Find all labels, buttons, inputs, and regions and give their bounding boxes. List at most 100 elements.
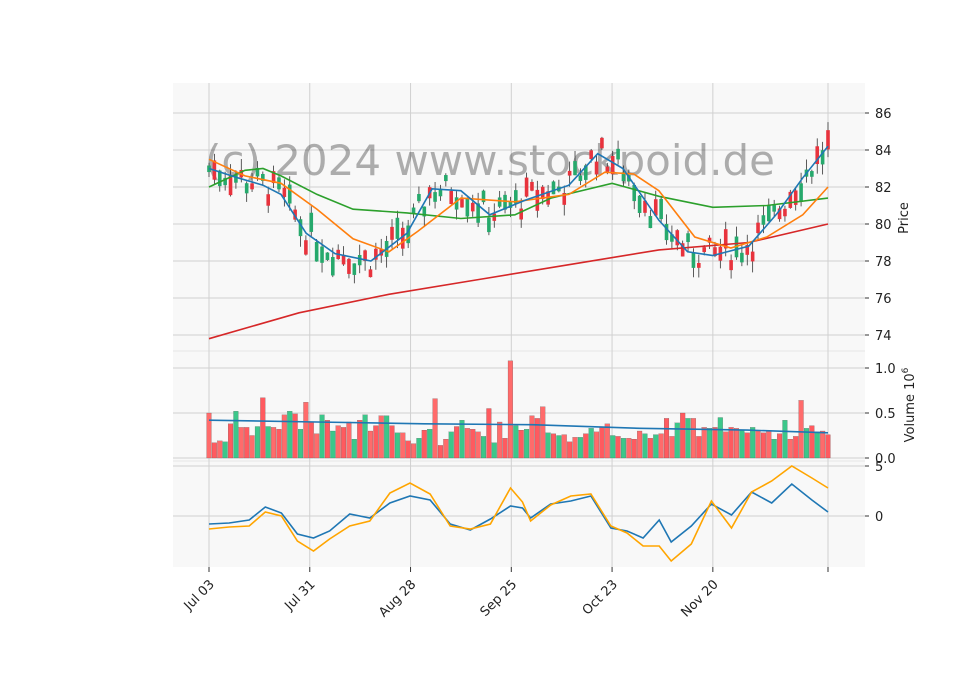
candle-body [352,263,357,275]
volume-bar [820,430,826,459]
candle-body [400,227,405,249]
volume-bar [367,430,373,459]
volume-bar [814,431,820,459]
candle-body [670,234,674,242]
volume-bar [357,420,363,459]
volume-bar [341,427,347,459]
volume-bar [432,398,438,459]
volume-bar [658,433,664,459]
candle-body [261,173,265,181]
price-tick-label: 76 [875,292,892,307]
volume-bar [561,434,567,459]
volume-bar [314,433,320,459]
candle-body [815,146,820,165]
candle-body [578,175,583,182]
candle-body [756,222,760,234]
y-axes: 74 76 78 80 82 84 86 0.0 0.5 1.0 0 5 [865,107,896,525]
osc-tick-label: 0 [875,510,883,525]
candle-body [433,192,437,202]
volume-bar [362,414,368,459]
volume-bar [680,412,686,459]
candle-body [503,194,507,210]
volume-bar [265,426,271,459]
oscillator-panel [173,461,865,567]
candle-body [680,243,685,257]
candle-body [314,241,319,262]
volume-bar [448,431,454,459]
volume-bar [491,442,497,459]
volume-bar [437,445,443,459]
volume-bar [206,412,212,459]
volume-bar [798,400,804,459]
x-axis: Jul 03 Jul 31 Aug 28 Sep 25 Oct 23 Nov 20 [181,567,829,620]
candle-body [357,255,362,266]
candle-body [438,188,443,197]
price-tick-label: 74 [875,329,892,344]
volume-bar [308,421,314,459]
x-tick-label: Nov 20 [678,577,721,620]
price-tick-label: 82 [875,181,892,196]
indicator-lines [208,145,829,563]
price-tick-label: 78 [875,255,892,270]
volume-bar [631,439,637,459]
volume-bar [637,430,643,459]
price-tick-label: 80 [875,218,892,233]
volume-bar [728,427,734,459]
candle-body [621,172,626,182]
candle-body [535,189,540,211]
candle-body [643,200,647,213]
volume-bar [550,433,556,459]
volume-bar [518,430,524,459]
price-ma-line [208,167,829,220]
candle-body [524,177,529,197]
candle-body [637,195,642,213]
candle-body [793,190,798,205]
volume-bar [766,430,772,459]
candle-body [567,170,572,176]
volume-bar [513,425,519,459]
volume-bar [604,423,610,459]
volume-bar [701,427,707,459]
volume-bar [750,427,756,459]
candle-body [250,183,254,190]
volume-bar [674,422,680,459]
volume-bar [228,423,234,459]
volume-bar [787,439,793,459]
price-ma-line [208,145,829,262]
volume-bar [454,426,460,459]
volume-bar [475,431,481,459]
candle-body [406,225,410,244]
price-axis-label: Price [897,202,912,234]
volume-bar [211,442,217,459]
volume-bar [647,438,653,459]
volume-bar [771,439,777,459]
volume-bar [760,432,766,459]
candle-body [562,193,567,205]
candle-body [325,252,330,260]
candle-body [729,260,733,271]
x-tick-label: Jul 31 [282,577,319,614]
candle-body [271,171,276,184]
volume-bar [276,429,282,459]
x-tick-label: Aug 28 [376,577,419,620]
volume-bar [298,429,304,459]
volume-bar [330,430,336,459]
candle-body [444,175,448,182]
candle-body [583,165,588,180]
volume-bar [271,427,277,459]
volume-bar [664,418,670,459]
volume-bar [373,425,379,459]
osc-tick-label: 5 [875,460,883,475]
volume-bar [782,420,788,459]
volume-bar [620,438,626,459]
candle-body [217,170,222,187]
volume-bar [717,417,723,459]
volume-bar [610,435,616,459]
volume-bar [696,436,702,459]
candle-body [799,183,803,202]
candle-body [514,190,518,204]
volume-tick-label: 1.0 [875,362,896,377]
candle-body [223,177,227,186]
volume-tick-label: 0.5 [875,407,896,422]
volume-bar [615,436,621,459]
